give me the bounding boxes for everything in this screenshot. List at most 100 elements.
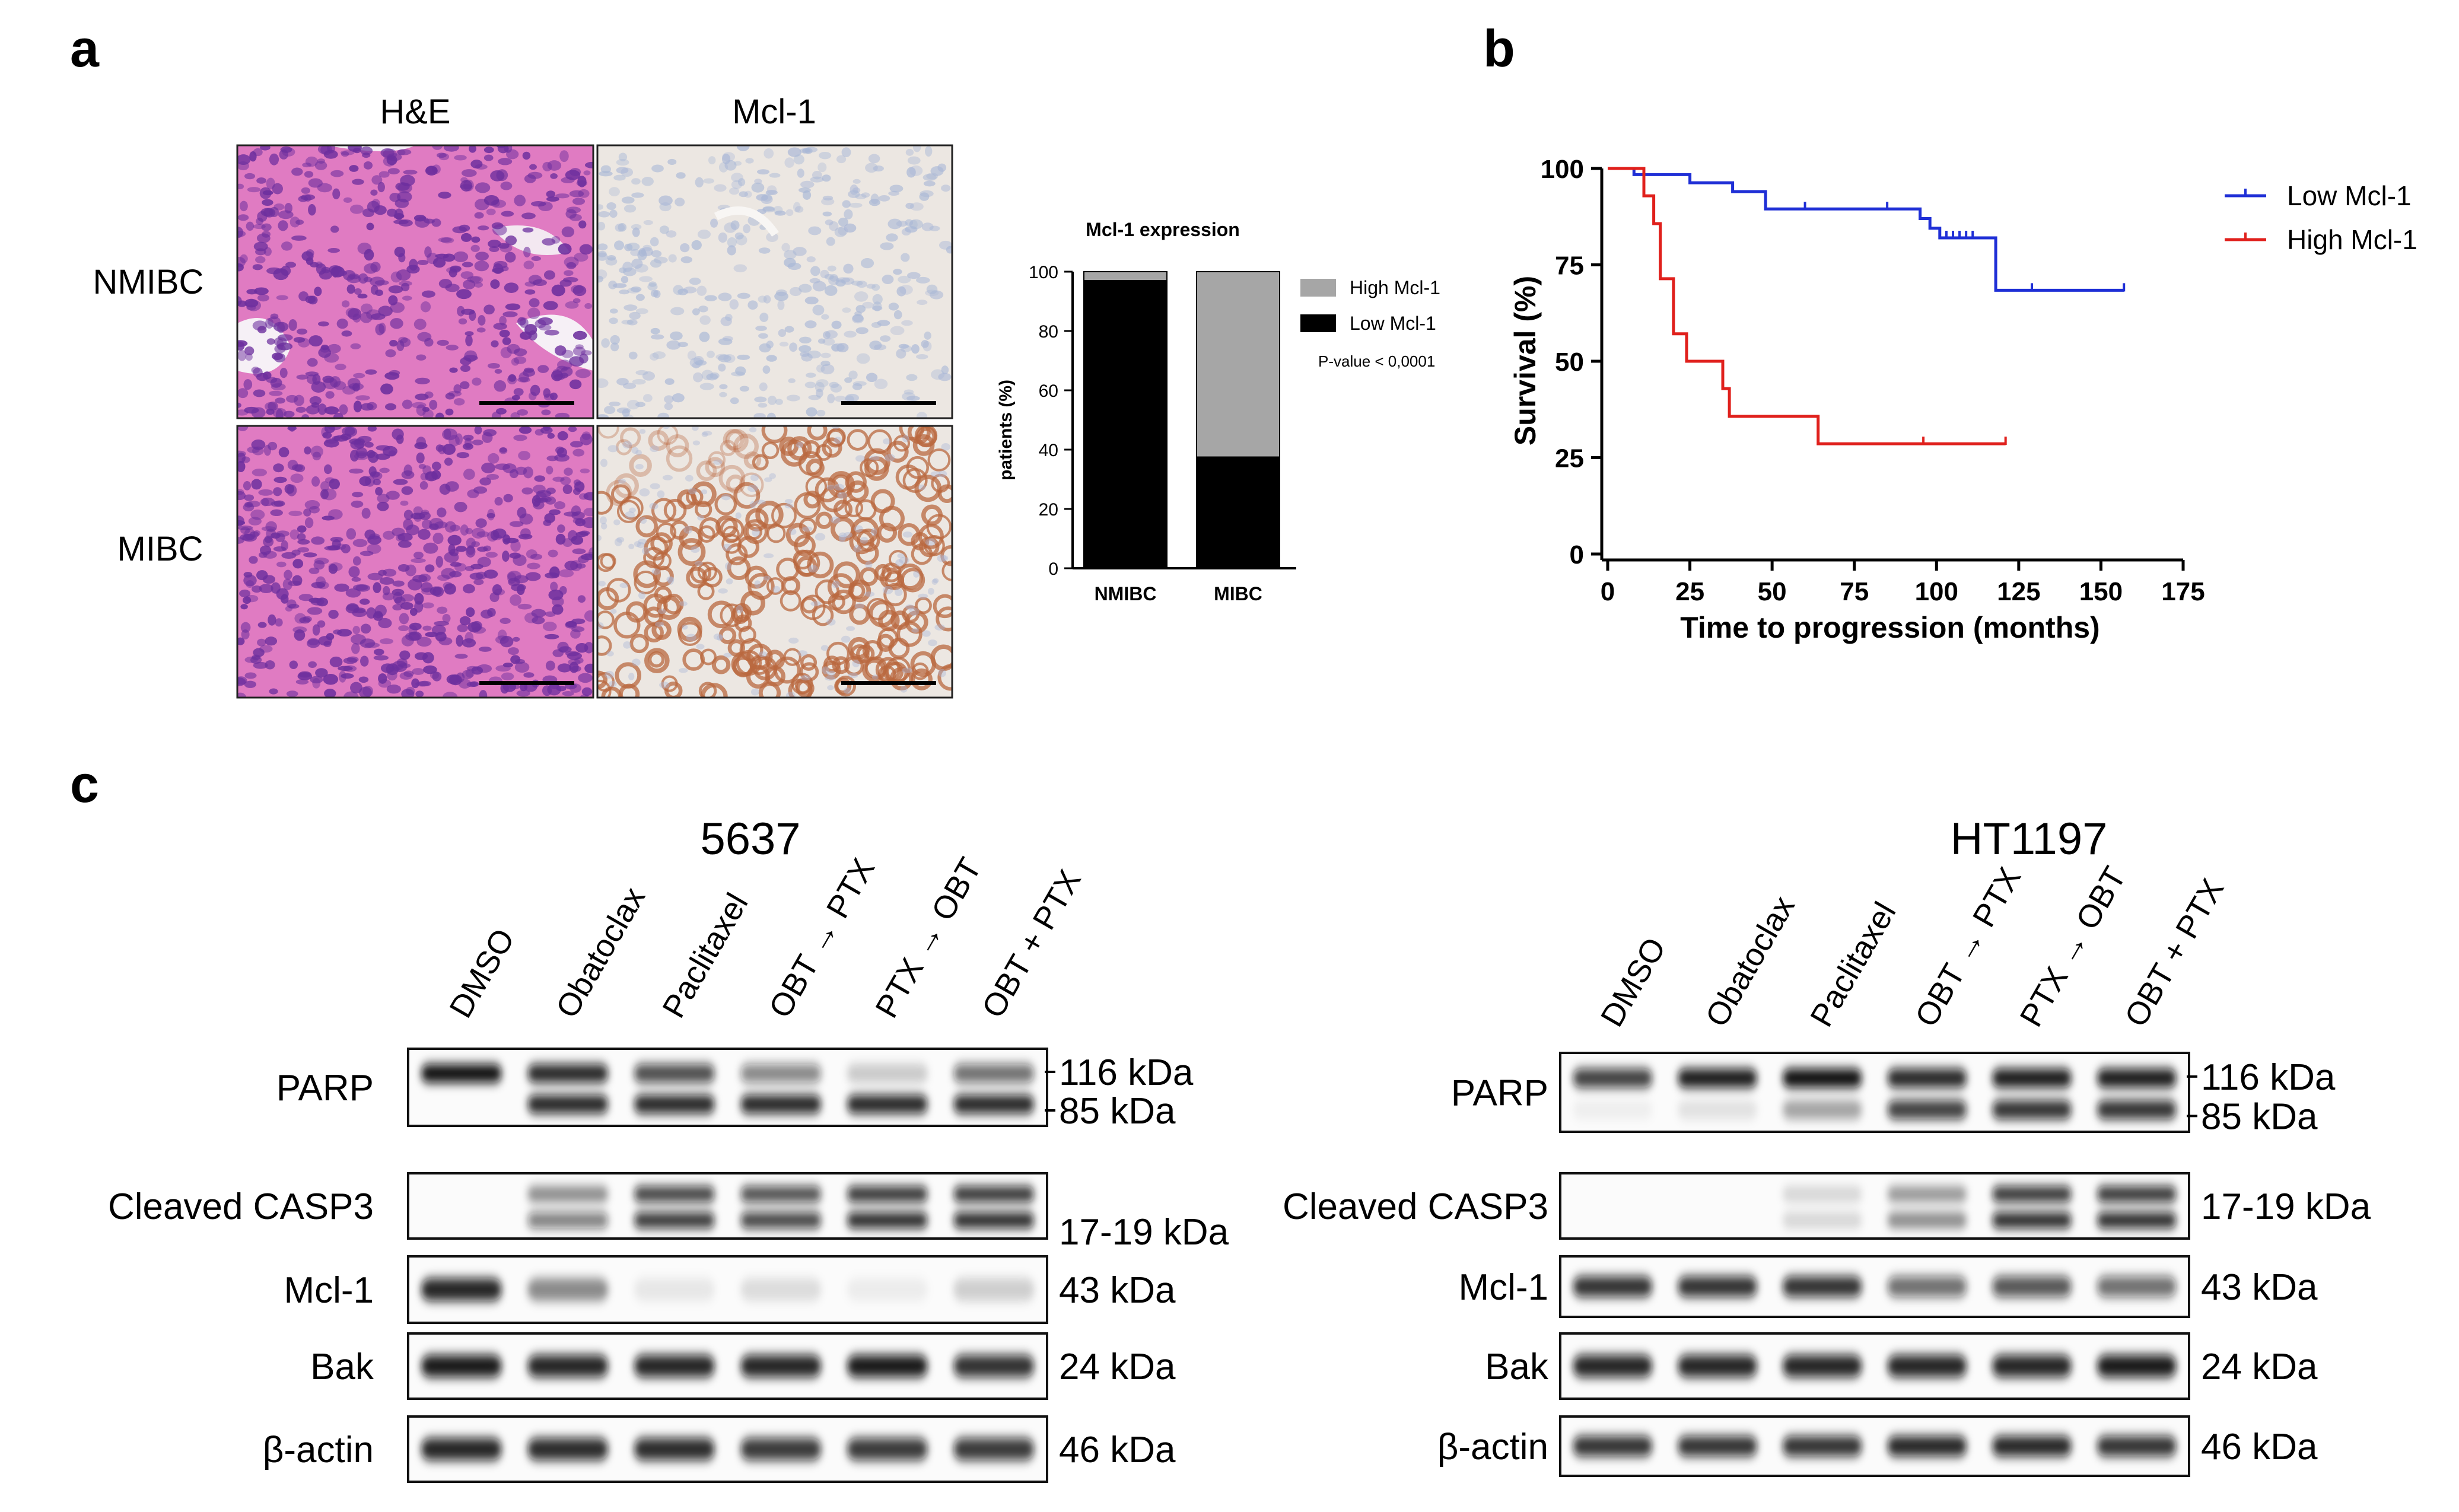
lane-label: OBT + PTX bbox=[975, 864, 1088, 1024]
stained-cell bbox=[910, 668, 933, 690]
nucleus bbox=[307, 358, 318, 367]
nucleus bbox=[292, 626, 307, 634]
nucleus bbox=[473, 579, 484, 585]
nucleus bbox=[698, 305, 708, 313]
stained-cell bbox=[832, 656, 850, 674]
nucleus bbox=[327, 248, 340, 253]
nucleus bbox=[924, 146, 933, 157]
stained-cell bbox=[597, 426, 619, 439]
nucleus bbox=[762, 365, 771, 374]
nucleus bbox=[278, 220, 288, 231]
nucleus bbox=[385, 349, 396, 358]
nucleus bbox=[597, 534, 602, 542]
nucleus bbox=[789, 287, 802, 297]
micrograph-frame bbox=[596, 425, 953, 699]
nucleus bbox=[718, 292, 732, 301]
stained-cell bbox=[745, 565, 768, 589]
stained-cell bbox=[654, 585, 672, 604]
nucleus bbox=[834, 227, 847, 237]
nucleus bbox=[244, 298, 259, 308]
nucleus bbox=[316, 576, 326, 588]
nucleus bbox=[423, 665, 437, 674]
nucleus bbox=[609, 187, 620, 196]
nucleus bbox=[460, 381, 470, 390]
nucleus bbox=[651, 250, 662, 257]
nucleus bbox=[544, 513, 556, 523]
nucleus bbox=[244, 494, 255, 501]
nucleus bbox=[890, 326, 905, 336]
nucleus bbox=[655, 621, 664, 627]
nucleus bbox=[754, 580, 761, 588]
nucleus bbox=[431, 461, 441, 471]
nucleus bbox=[469, 276, 483, 284]
nucleus bbox=[430, 586, 442, 596]
nucleus bbox=[411, 558, 426, 564]
nucleus bbox=[237, 388, 249, 399]
nucleus bbox=[400, 500, 409, 506]
band bbox=[1782, 1186, 1862, 1202]
band bbox=[634, 1095, 715, 1114]
nucleus bbox=[659, 225, 670, 234]
nucleus bbox=[262, 371, 272, 380]
row-label-mibc: MIBC bbox=[117, 530, 203, 568]
band bbox=[1782, 1100, 1862, 1119]
nucleus bbox=[809, 278, 820, 284]
nucleus bbox=[317, 321, 329, 327]
band bbox=[527, 1186, 609, 1202]
nucleus bbox=[799, 336, 812, 344]
nucleus bbox=[503, 494, 513, 502]
nucleus bbox=[351, 643, 360, 654]
nucleus bbox=[762, 206, 775, 213]
nucleus bbox=[341, 300, 350, 308]
nucleus bbox=[629, 311, 641, 320]
nucleus bbox=[290, 529, 300, 540]
stained-cell bbox=[910, 651, 936, 677]
nucleus bbox=[514, 661, 530, 673]
nucleus bbox=[571, 626, 585, 632]
stained-cell bbox=[780, 590, 801, 612]
nucleus bbox=[314, 558, 329, 565]
nucleus bbox=[693, 356, 704, 365]
nucleus bbox=[528, 275, 542, 285]
nucleus bbox=[495, 665, 511, 672]
nucleus bbox=[641, 176, 654, 186]
nucleus bbox=[422, 625, 432, 631]
nucleus bbox=[471, 236, 481, 243]
band bbox=[2097, 1436, 2177, 1456]
nucleus bbox=[243, 574, 257, 587]
nucleus bbox=[838, 217, 848, 227]
nucleus bbox=[938, 470, 947, 478]
nucleus bbox=[788, 528, 797, 535]
band bbox=[740, 1438, 822, 1460]
stained-cell bbox=[635, 515, 658, 537]
nucleus bbox=[924, 331, 931, 340]
chart-title: Mcl-1 expression bbox=[1086, 219, 1240, 240]
bar-low-mcl-1-nmibc bbox=[1083, 280, 1168, 569]
nucleus bbox=[896, 286, 906, 297]
stained-cell bbox=[896, 621, 922, 647]
nucleus bbox=[495, 635, 509, 644]
nucleus bbox=[861, 192, 870, 198]
nucleus bbox=[631, 259, 643, 269]
nucleus bbox=[510, 412, 520, 418]
nucleus bbox=[836, 277, 851, 283]
nucleus bbox=[472, 377, 482, 386]
nucleus bbox=[820, 645, 829, 651]
nucleus bbox=[657, 609, 666, 615]
nucleus bbox=[838, 534, 846, 543]
nucleus bbox=[494, 588, 505, 596]
nucleus bbox=[521, 487, 533, 495]
nucleus bbox=[855, 305, 866, 313]
nucleus bbox=[726, 578, 733, 585]
nucleus bbox=[359, 476, 371, 486]
stained-cell bbox=[937, 664, 952, 691]
nucleus bbox=[257, 638, 266, 647]
nucleus bbox=[717, 635, 724, 641]
nucleus bbox=[244, 594, 259, 603]
nucleus bbox=[576, 180, 587, 187]
nucleus bbox=[413, 319, 427, 330]
nucleus bbox=[724, 562, 732, 570]
nucleus bbox=[469, 145, 476, 153]
